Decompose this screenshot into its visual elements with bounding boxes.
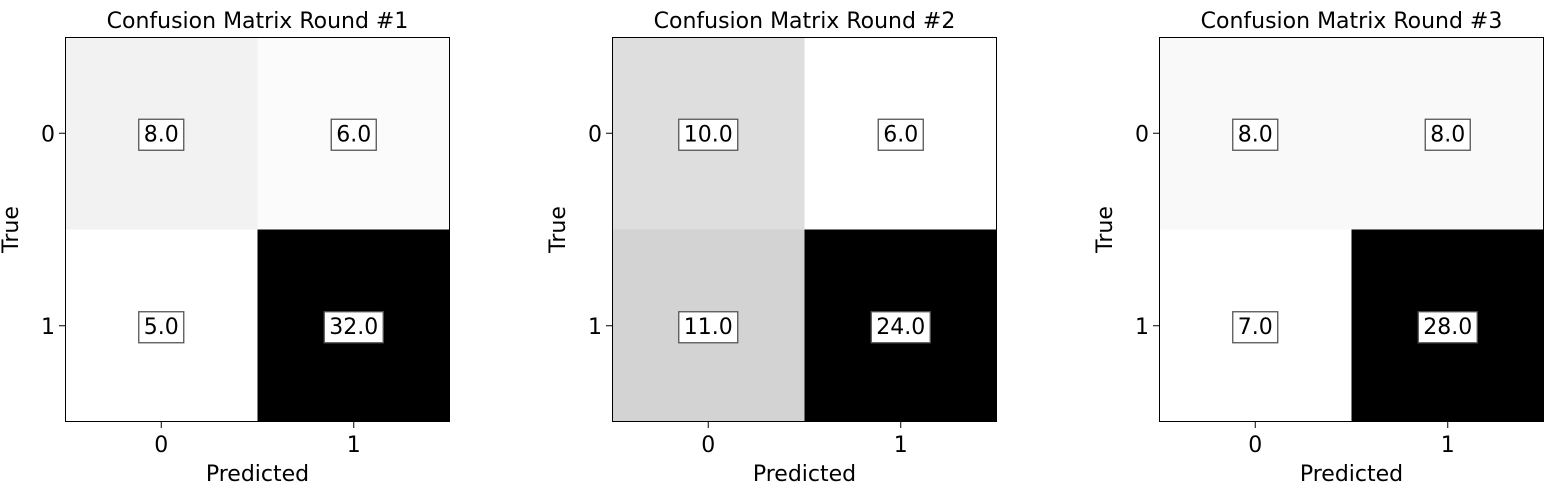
cell-value-box: [1417, 311, 1478, 344]
cell-value-label: 28.0: [1417, 311, 1478, 344]
cell-value-text: 32.0: [329, 315, 378, 340]
cell-value-box: [323, 311, 384, 344]
confusion-matrix-panel-1: Confusion Matrix Round #1 8.0 6.0 5.0 32.0 0 1…: [0, 9, 450, 487]
cell-value-text: 28.0: [1423, 315, 1472, 340]
y-tick-label: 0: [1135, 122, 1149, 147]
cell-value-label: 32.0: [323, 311, 384, 344]
cell-value-text: 24.0: [876, 315, 925, 340]
confusion-matrix-panel-2: Confusion Matrix Round #2 10.0 6.0 11.0 24.0…: [546, 9, 997, 487]
cell-value-label: 6.0: [877, 118, 924, 151]
x-tick-label: 0: [701, 433, 715, 458]
x-axis-label: Predicted: [206, 462, 309, 487]
y-axis-label: True: [1093, 206, 1118, 254]
confusion-matrix-panel-3: Confusion Matrix Round #3 8.0 8.0 7.0 28.0 0 1…: [1093, 9, 1544, 487]
cell-value-label: 8.0: [138, 118, 185, 151]
cell-value-text: 8.0: [1430, 122, 1465, 147]
cell-value-box: [1232, 118, 1279, 151]
cell-value-box: [678, 118, 739, 151]
y-tick-label: 1: [588, 315, 602, 340]
cell-value-label: 11.0: [678, 311, 739, 344]
cell-value-box: [1424, 118, 1471, 151]
cell-value-text: 5.0: [144, 315, 179, 340]
axes-frame: [612, 37, 997, 422]
cell-value-box: [678, 311, 739, 344]
cell-value-box: [1232, 311, 1279, 344]
cell-value-box: [138, 311, 185, 344]
cell-value-text: 11.0: [684, 315, 733, 340]
cell-value-box: [870, 311, 931, 344]
axes-frame: [1159, 37, 1544, 422]
y-axis-label: True: [546, 206, 571, 254]
cell-value-label: 24.0: [870, 311, 931, 344]
x-tick-label: 1: [894, 433, 908, 458]
panel-title: Confusion Matrix Round #3: [1201, 9, 1503, 34]
panel-title: Confusion Matrix Round #2: [654, 9, 956, 34]
cell-value-text: 6.0: [883, 122, 918, 147]
y-tick-label: 0: [588, 122, 602, 147]
x-tick-label: 0: [1248, 433, 1262, 458]
x-tick-label: 1: [347, 433, 361, 458]
x-axis-label: Predicted: [1300, 462, 1403, 487]
cell-value-label: 8.0: [1232, 118, 1279, 151]
cell-value-label: 6.0: [330, 118, 377, 151]
cell-value-label: 10.0: [678, 118, 739, 151]
cell-value-text: 8.0: [144, 122, 179, 147]
cell-value-label: 8.0: [1424, 118, 1471, 151]
y-axis-label: True: [0, 206, 24, 254]
y-tick-label: 1: [41, 315, 55, 340]
cell-value-label: 5.0: [138, 311, 185, 344]
cell-value-box: [330, 118, 377, 151]
cell-value-text: 10.0: [684, 122, 733, 147]
cell-value-text: 8.0: [1238, 122, 1273, 147]
cell-value-label: 7.0: [1232, 311, 1279, 344]
cell-value-box: [877, 118, 924, 151]
axes-frame: [65, 37, 450, 422]
panel-title: Confusion Matrix Round #1: [107, 9, 409, 34]
cell-value-box: [138, 118, 185, 151]
x-tick-label: 1: [1441, 433, 1455, 458]
cell-value-text: 6.0: [336, 122, 371, 147]
y-tick-label: 0: [41, 122, 55, 147]
y-tick-label: 1: [1135, 315, 1149, 340]
cell-value-text: 7.0: [1238, 315, 1273, 340]
x-axis-label: Predicted: [753, 462, 856, 487]
x-tick-label: 0: [154, 433, 168, 458]
